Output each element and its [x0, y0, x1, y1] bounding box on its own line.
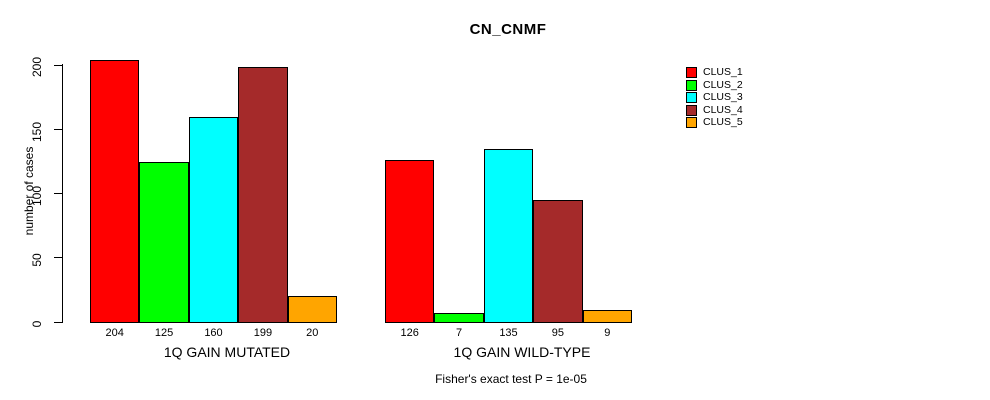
- bar-value-label: 125: [154, 327, 174, 339]
- bar-clus_2-group2: [434, 313, 484, 323]
- bar-value-label: 95: [551, 327, 564, 339]
- annotation-text: Fisher's exact test P = 1e-05: [435, 372, 587, 386]
- legend-label: CLUS_4: [703, 103, 743, 116]
- legend-swatch: [686, 79, 697, 91]
- bar-value-label: 160: [204, 327, 223, 339]
- group-label: 1Q GAIN MUTATED: [163, 344, 291, 360]
- y-tick-label-text: 0: [30, 320, 44, 328]
- bar-clus_5-group1: [287, 296, 337, 323]
- legend-item: CLUS_1: [686, 67, 743, 78]
- legend-swatch: [686, 92, 697, 103]
- legend-label: CLUS_2: [703, 78, 743, 91]
- y-tick-mark: [54, 193, 63, 195]
- y-tick-mark: [54, 64, 63, 66]
- bar-clus_4-group1: [238, 66, 288, 323]
- bar-clus_3-group1: [188, 116, 239, 323]
- bar-clus_2-group1: [139, 161, 189, 323]
- y-tick-mark: [54, 129, 63, 130]
- legend: CLUS_1 CLUS_2 CLUS_3 CLUS_4 CLUS_5: [686, 67, 743, 128]
- bar-value-label: 135: [499, 327, 518, 339]
- y-axis-line: [62, 64, 63, 322]
- y-tick-mark: [54, 321, 63, 323]
- y-tick-label-text: 50: [30, 253, 44, 267]
- legend-item: CLUS_2: [686, 78, 743, 91]
- y-tick-mark: [54, 257, 63, 259]
- y-tick-label-text: 100: [30, 185, 44, 206]
- legend-swatch: [686, 67, 697, 78]
- bar-value-label: 9: [604, 327, 611, 339]
- bar-clus_3-group2: [483, 148, 534, 323]
- legend-swatch: [686, 104, 697, 116]
- legend-item: CLUS_3: [686, 92, 743, 103]
- bar-clus_1-group2: [385, 160, 435, 323]
- legend-label: CLUS_5: [703, 116, 743, 128]
- y-tick-label-text: 150: [30, 121, 44, 142]
- bar-clus_1-group1: [90, 60, 140, 323]
- bar-value-label: 204: [105, 327, 124, 339]
- legend-label: CLUS_1: [703, 66, 743, 78]
- legend-swatch: [686, 117, 697, 128]
- legend-label: CLUS_3: [703, 91, 743, 103]
- bar-clus_4-group2: [533, 200, 583, 323]
- bar-value-label: 7: [456, 327, 463, 339]
- bar-clus_5-group2: [582, 310, 632, 323]
- group-label: 1Q GAIN WILD-TYPE: [453, 344, 591, 360]
- y-tick-label-text: 200: [30, 57, 44, 78]
- bar-value-label: 199: [253, 327, 273, 339]
- chart-title: CN_CNMF: [469, 21, 547, 38]
- bar-value-label: 126: [400, 327, 419, 339]
- legend-item: CLUS_5: [686, 117, 743, 128]
- bar-value-label: 20: [306, 327, 319, 339]
- legend-item: CLUS_4: [686, 103, 743, 116]
